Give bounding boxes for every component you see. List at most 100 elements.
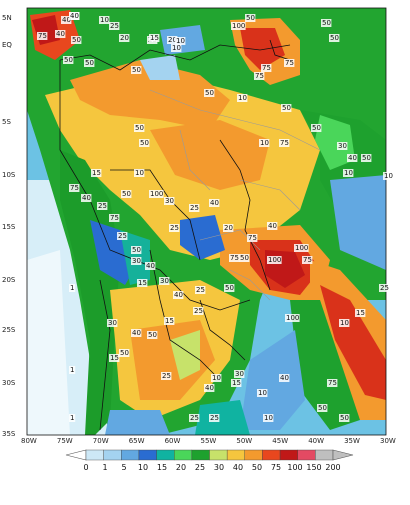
contour-label: 25 [109, 22, 120, 30]
svg-text:25: 25 [210, 414, 219, 422]
contour-label: 50 [147, 331, 158, 339]
contour-label: 50 [84, 59, 95, 67]
legend: 0 1 5 10 15 20 25 30 40 50 75 100 150 200 [65, 449, 354, 472]
legend-swatch [191, 449, 210, 461]
legend-tick-label: 40 [233, 463, 243, 472]
legend-swatch [226, 449, 245, 461]
contour-label: 50 [63, 56, 74, 64]
svg-text:25: 25 [194, 307, 203, 315]
legend-tick-label: 5 [121, 463, 126, 472]
contour-label: 75 [279, 139, 290, 147]
contour-label: 40 [347, 154, 358, 162]
svg-text:50: 50 [85, 59, 94, 67]
precipitation-field [27, 8, 386, 435]
svg-text:75: 75 [38, 32, 47, 40]
contour-label: 10 [171, 44, 182, 52]
contour-label: 50 [71, 36, 82, 44]
contour-label: 50 [119, 349, 130, 357]
svg-text:50: 50 [340, 414, 349, 422]
lon-axis: 80W 75W 70W 65W 60W 55W 50W 45W 40W 35W 30W [21, 437, 396, 445]
svg-text:10: 10 [260, 139, 269, 147]
contour-label: 1 [69, 414, 76, 422]
svg-text:40: 40 [174, 291, 183, 299]
contour-label: 50 [204, 89, 215, 97]
svg-text:50: 50 [140, 139, 149, 147]
contour-label: 50 [139, 139, 150, 147]
contour-label: 50 [245, 14, 256, 22]
legend-swatch [138, 449, 157, 461]
svg-text:75: 75 [262, 64, 271, 72]
contour-label: 75 [37, 32, 48, 40]
svg-text:1: 1 [70, 366, 74, 374]
legend-swatch [209, 449, 228, 461]
contour-label: 50 [121, 190, 132, 198]
contour-label: 10 [259, 139, 270, 147]
lon-label: 40W [308, 437, 324, 445]
svg-text:75: 75 [255, 72, 264, 80]
contour-label: 15 [355, 309, 366, 317]
contour-label: 50 [239, 254, 250, 262]
svg-text:100: 100 [295, 244, 308, 252]
svg-text:10: 10 [212, 374, 221, 382]
contour-label: 40 [209, 199, 220, 207]
legend-tick-label: 75 [271, 463, 281, 472]
contour-label: 25 [189, 204, 200, 212]
contour-label: 10 [257, 389, 268, 397]
lat-label: 5N [2, 14, 12, 22]
svg-text:50: 50 [120, 349, 129, 357]
legend-swatch [156, 449, 175, 461]
lon-label: 75W [57, 437, 73, 445]
lon-label: 35W [344, 437, 360, 445]
legend-tick-label: 100 [287, 463, 302, 472]
state-borders [149, 89, 321, 301]
svg-text:15: 15 [165, 317, 174, 325]
svg-text:10: 10 [172, 44, 181, 52]
lat-label: 10S [2, 171, 16, 179]
contour-label: 10 [211, 374, 222, 382]
contour-label: 40 [267, 222, 278, 230]
svg-text:50: 50 [322, 19, 331, 27]
contour-label: 15 [109, 354, 120, 362]
contour-label: 75 [109, 214, 120, 222]
svg-text:25: 25 [170, 224, 179, 232]
lon-label: 45W [272, 437, 288, 445]
contour-label: 30 [337, 142, 348, 150]
svg-text:100: 100 [286, 314, 299, 322]
svg-text:100: 100 [268, 256, 281, 264]
contour-label: 25 [193, 307, 204, 315]
svg-text:75: 75 [248, 234, 257, 242]
legend-right-arrow [332, 449, 354, 461]
contour-label: 25 [195, 286, 206, 294]
svg-text:1: 1 [70, 284, 74, 292]
svg-text:40: 40 [132, 329, 141, 337]
legend-swatch [174, 449, 193, 461]
contour-label: 30 [159, 277, 170, 285]
legend-swatch [244, 449, 263, 461]
svg-text:50: 50 [282, 104, 291, 112]
svg-text:30: 30 [165, 197, 174, 205]
svg-text:15: 15 [110, 354, 119, 362]
legend-tick-label: 25 [195, 463, 205, 472]
svg-text:40: 40 [146, 262, 155, 270]
contour-label: 25 [117, 232, 128, 240]
contour-label: 40 [145, 262, 156, 270]
svg-text:40: 40 [205, 384, 214, 392]
svg-text:15: 15 [232, 379, 241, 387]
svg-text:40: 40 [56, 30, 65, 38]
svg-text:75: 75 [328, 379, 337, 387]
svg-text:50: 50 [135, 124, 144, 132]
legend-swatch [297, 449, 316, 461]
legend-left-arrow [65, 449, 87, 461]
contour-label: 20 [223, 224, 234, 232]
legend-tick-label: 20 [176, 463, 186, 472]
contour-label: 15 [149, 34, 160, 42]
svg-text:10: 10 [340, 319, 349, 327]
contour-label: 25 [379, 284, 390, 292]
contour-label: 1 [69, 366, 76, 374]
contour-label: 40 [131, 329, 142, 337]
contour-label: 40 [61, 16, 72, 24]
contour-label: 75 [229, 254, 240, 262]
contour-label: 50 [339, 414, 350, 422]
svg-text:15: 15 [356, 309, 365, 317]
svg-text:75: 75 [230, 254, 239, 262]
